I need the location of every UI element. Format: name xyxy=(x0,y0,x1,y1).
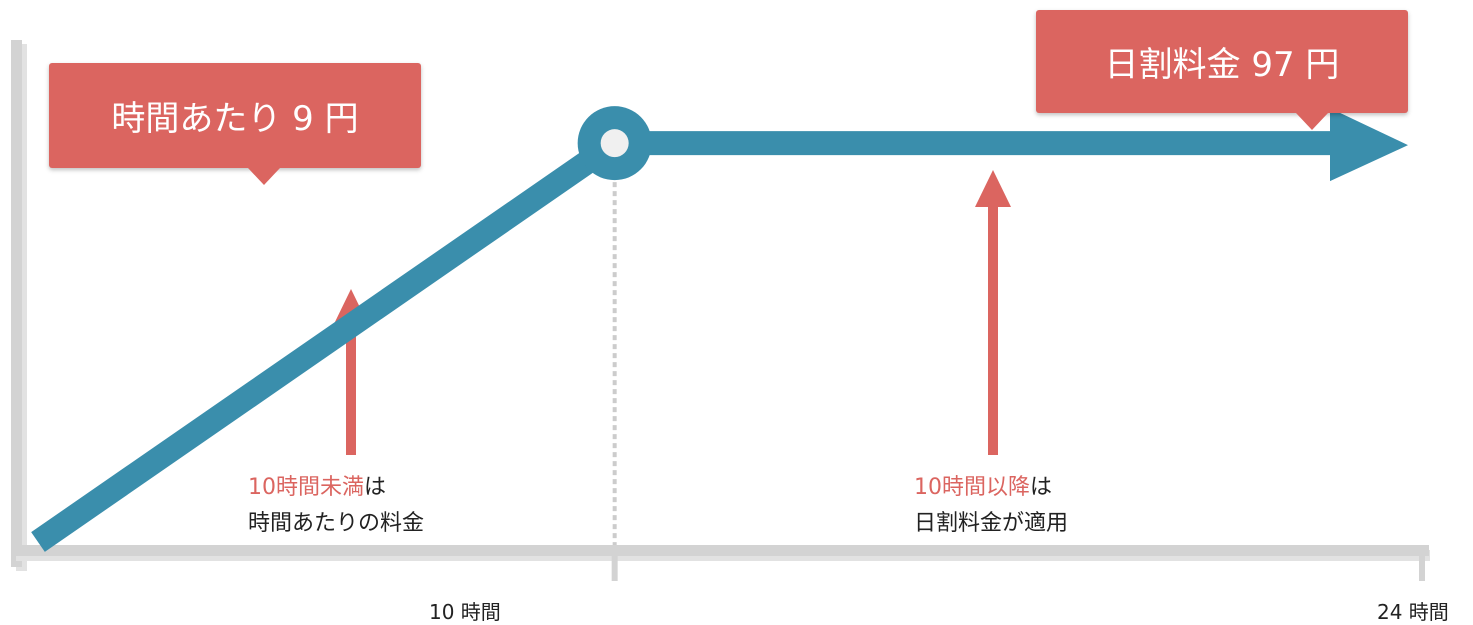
daily-rate-text: 日割料金 97 円 xyxy=(1104,45,1340,85)
hourly-rate-callout: 時間あたり 9 円 xyxy=(49,63,421,185)
breakpoint-marker-center xyxy=(600,129,629,158)
x-tick-mark xyxy=(611,556,618,581)
hourly-rate-text: 時間あたり 9 円 xyxy=(111,99,359,139)
callout-pointer xyxy=(248,168,280,185)
annotation-highlight: 10時間未満 xyxy=(248,475,364,500)
annotation-arrow-after-10h-shaft xyxy=(988,206,998,455)
x-tick-label-24h: 24 時間 xyxy=(1377,600,1449,624)
annotation-line2: 日割料金が適用 xyxy=(914,511,1069,536)
annotation-suffix: は xyxy=(364,475,387,500)
series-arrowhead xyxy=(1330,108,1408,182)
annotation-arrow-under-10h-shaft xyxy=(346,325,356,455)
y-axis xyxy=(11,40,22,567)
daily-rate-callout: 日割料金 97 円 xyxy=(1036,10,1408,130)
annotation-highlight: 10時間以降 xyxy=(914,475,1030,500)
annotation-line2: 時間あたりの料金 xyxy=(248,511,425,536)
callout-pointer xyxy=(1296,113,1328,130)
x-tick-mark xyxy=(1419,556,1425,581)
annotation-suffix: は xyxy=(1030,475,1053,500)
series-line xyxy=(31,131,1330,552)
annotation-under-10h: 10時間未満は 時間あたりの料金 xyxy=(248,470,424,542)
x-axis xyxy=(11,545,1429,556)
annotation-arrow-after-10h-head xyxy=(975,170,1011,207)
x-tick-label-10h: 10 時間 xyxy=(429,600,501,624)
annotation-after-10h: 10時間以降は 日割料金が適用 xyxy=(914,470,1068,542)
